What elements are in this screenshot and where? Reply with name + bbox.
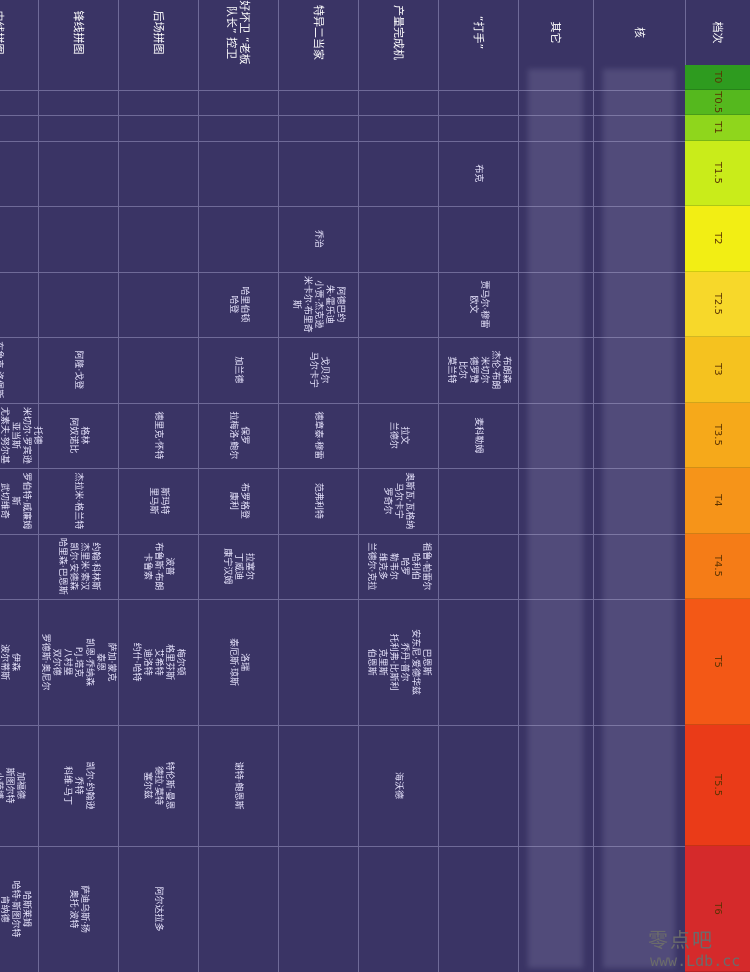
tier-cell: 哈里伯顿 哈登 (228, 286, 249, 323)
tier-cell: 加福德 斯图尔特 小萨博 麦克吉 布拉克 (0, 767, 26, 804)
row-label: “打手” (438, 0, 518, 65)
tier-band-T0: T0 (685, 65, 750, 91)
tier-band-T0-5: T0.5 (685, 90, 750, 116)
tier-cell: 巴恩斯 安东尼·爱德华兹 乔丹·普尔 托利弗·比斯利 克里斯 伯恩斯 (366, 629, 431, 696)
tier-cell: 哈斯莱姆 哈特·斯图尔特 肯纳德 布鲁克斯 乐福 三分王 (0, 880, 31, 938)
tier-band-T1: T1 (685, 115, 750, 141)
tier-cell: 麦科勒姆 (473, 417, 484, 454)
tier-band-T4-5: T4.5 (685, 533, 750, 600)
tier-cell: 托德 米切尔·罗宾逊 亚当斯 尤素夫·努尔基奇 艾顿 特纳 卡佩拉 (0, 406, 42, 464)
tier-cell: 约翰·科林斯 杰里米·索汉 凯尔·安德森 哈里森·巴恩斯 (57, 537, 100, 595)
tier-cell: 贾马尔·穆雷 欧文 (468, 280, 489, 329)
tier-cell: 海沃德 (393, 772, 404, 800)
tier-cell: 范弗利特 (313, 482, 324, 519)
tier-cell: 布克 (473, 164, 484, 183)
tier-cell: 伊森 波尔蒂斯 艾德尼 小贾伦·杰克逊 (0, 644, 20, 681)
tier-cell: 杰拉米·格兰特 (73, 472, 84, 530)
tier-cell: 布朗森 杰伦·布朗 米切尔 德罗赞 比尔 莫兰特 (446, 350, 511, 390)
row-label: 产量完成机 (358, 0, 438, 65)
tier-cell: 拉文 兰德尔 (388, 421, 409, 449)
watermark-site: 零点吧 (648, 928, 714, 952)
row-label: 好坏卫 “老板队长” 控卫 (198, 0, 278, 65)
tier-cell: 波普 布鲁斯·布朗 卡鲁索 (142, 542, 175, 591)
tier-cell: 阿隆·戈登 (73, 350, 84, 390)
row-label-text: 后场拼图 (152, 10, 165, 55)
tier-band-T1-5: T1.5 (685, 140, 750, 207)
tier-cell: 格林 阿奴诺比 (68, 417, 89, 454)
row-label-text: 其它 (549, 21, 563, 44)
tier-cell: 奥斯瓦·瓦格纳 马尔卡宁 罗奇尔 (382, 472, 415, 530)
tier-cell: 乔治 (313, 229, 324, 248)
row-label: 核 (593, 0, 685, 65)
tier-cell: 德章泰·穆雷 (313, 411, 324, 460)
tier-cell: 斯玛特 里马斯 (148, 487, 169, 515)
row-label: 档次 (685, 0, 750, 65)
tier-band-T4: T4 (685, 468, 750, 534)
tier-cell: 萨加·蒙克 泰恩 凯恩·乔纳森 P.J.塔克 八村塁 双尔德 罗德斯·奥尼尔 (40, 633, 117, 691)
row-label-text: 好坏卫 “老板队长” 控卫 (225, 0, 252, 65)
tier-band-T3: T3 (685, 337, 750, 403)
row-label-text: 档次 (711, 21, 725, 44)
tier-cell: 谢特·鲍恩斯 (233, 761, 244, 810)
tier-cell: 洛瑞 泰厄斯·琼斯 (228, 638, 249, 687)
row-label: 锋线拼图 (38, 0, 118, 65)
tier-band-T2: T2 (685, 206, 750, 272)
tier-cell: 阿德巴约 朱·霍乐迪 小贾·杰克逊 米卡尔·布里奇斯 (291, 275, 346, 333)
tier-cell: 保罗 拉梅洛·鲍尔 (228, 411, 249, 460)
tier-cell: 戈贝尔 马尔卡宁 (308, 351, 329, 388)
tier-band-T2-5: T2.5 (685, 271, 750, 338)
row-label: 内线拼图 (0, 0, 38, 65)
row-label: 其它 (518, 0, 593, 65)
tier-cell: 布罗格登 康利 (228, 482, 249, 519)
tier-band-T5: T5 (685, 599, 750, 726)
tier-cell: 萨迪乌斯·扬 奥托·波特 (68, 885, 89, 933)
row-label-text: “打手” (472, 15, 485, 50)
tier-cell: 特伦斯·曼恩 德拉·莫特 塞尔兹 (142, 761, 175, 810)
tier-cell: 布鲁克·洛佩斯 (0, 341, 4, 399)
tier-cell: 罗伯特·威廉姆斯 武切维奇 祖巴茨 瓦兰丘纳斯 卢尼 (0, 472, 31, 530)
watermark-url: www.Ldb.cc (650, 952, 741, 970)
row-label-text: 锋线拼图 (72, 10, 85, 55)
tier-cell: 祖鲁·帕雷尔 哈利伯 哈罗 勒韦尔 维克多 兰德尔·克拉 (366, 542, 431, 591)
row-label-text: 特异二当家 (312, 5, 325, 60)
tier-cell: 拉塞尔 丁威迪 康宁汉姆 (222, 548, 255, 585)
row-label-text: 内线拼图 (0, 10, 5, 55)
tier-band-T3-5: T3.5 (685, 402, 750, 469)
tier-cell: 阿尔达拉多 (153, 886, 164, 932)
tier-cell: 加兰德 (233, 356, 244, 384)
row-label: 特异二当家 (278, 0, 358, 65)
blurred-region (528, 69, 583, 968)
tier-band-T5-5: T5.5 (685, 725, 750, 847)
tier-cell: 德里克·怀特 (153, 411, 164, 460)
tier-cell: 凯尔·约翰逊 乔特 科维·马丁 (62, 761, 95, 810)
row-label-text: 核 (633, 27, 646, 38)
row-label: 后场拼图 (118, 0, 198, 65)
row-label-text: 产量完成机 (392, 5, 405, 60)
blurred-region (603, 69, 675, 968)
tier-cell: 梅尔顿 格里芬斯 艾希特 迪洛特 约什·哈特 (131, 642, 186, 682)
